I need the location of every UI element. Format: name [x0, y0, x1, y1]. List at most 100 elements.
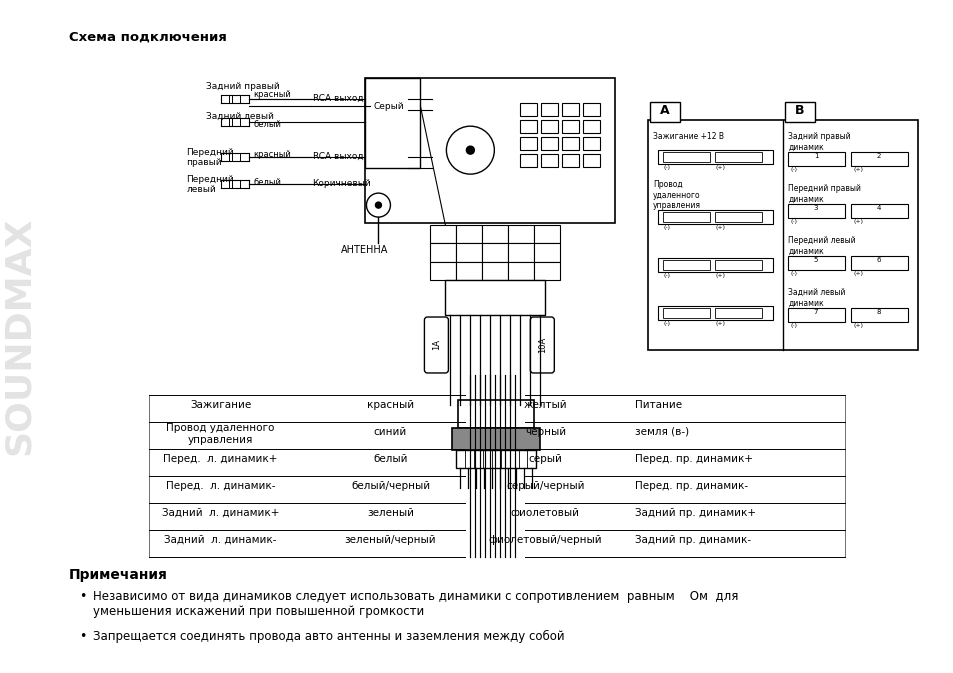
Text: B: B	[795, 104, 804, 117]
Text: зеленый/черный: зеленый/черный	[344, 535, 436, 545]
Text: SOUNDMAX: SOUNDMAX	[2, 217, 35, 455]
Bar	[482, 262, 508, 280]
Bar	[482, 244, 508, 262]
Text: Коричневый: Коричневый	[313, 179, 371, 188]
Bar	[715, 260, 761, 270]
Bar	[787, 204, 844, 218]
Text: фиолетовый: фиолетовый	[510, 508, 579, 518]
Bar	[540, 137, 558, 150]
Text: Перед.  л. динамик-: Перед. л. динамик-	[166, 481, 275, 491]
Text: красный: красный	[253, 90, 291, 99]
Bar	[850, 152, 907, 166]
Bar	[232, 180, 239, 188]
Text: RCA выход: RCA выход	[313, 94, 363, 103]
Text: A: A	[659, 104, 669, 117]
Bar	[658, 258, 772, 272]
Text: Задний пр. динамик+: Задний пр. динамик+	[635, 508, 756, 518]
Text: Перед. пр. динамик-: Перед. пр. динамик-	[635, 481, 747, 491]
Bar	[561, 137, 578, 150]
Text: (-): (-)	[789, 323, 797, 328]
Text: белый/черный: белый/черный	[351, 481, 430, 491]
Bar	[850, 256, 907, 270]
Bar	[534, 225, 559, 244]
Circle shape	[375, 202, 381, 208]
Bar	[715, 308, 761, 318]
Text: Задний правый
динамик: Задний правый динамик	[787, 132, 850, 151]
Text: земля (в-): земля (в-)	[635, 427, 689, 437]
Bar	[232, 95, 239, 103]
Text: Зажигание +12 В: Зажигание +12 В	[653, 132, 723, 141]
Bar	[229, 95, 236, 103]
Text: Задний пр. динамик-: Задний пр. динамик-	[635, 535, 751, 545]
Bar	[232, 153, 239, 161]
Text: управления: управления	[188, 435, 253, 445]
Bar	[430, 244, 456, 262]
Text: красный: красный	[367, 400, 414, 410]
Text: (-): (-)	[662, 225, 670, 230]
Bar	[715, 212, 761, 222]
Bar	[508, 244, 534, 262]
Bar	[482, 225, 508, 244]
Bar	[229, 153, 236, 161]
Text: Задний левый: Задний левый	[206, 112, 274, 121]
Text: правый: правый	[187, 158, 222, 167]
Text: Передний: Передний	[187, 148, 234, 157]
Bar	[662, 212, 709, 222]
Text: 1А: 1А	[432, 339, 440, 351]
Text: (+): (+)	[852, 271, 862, 276]
Text: (+): (+)	[715, 321, 724, 326]
Bar	[452, 428, 539, 450]
Bar	[787, 256, 844, 270]
Text: Задний правый: Задний правый	[206, 82, 279, 92]
Text: АНТЕННА: АНТЕННА	[340, 245, 388, 255]
Bar	[658, 210, 772, 224]
Bar	[540, 120, 558, 133]
Text: (+): (+)	[852, 323, 862, 328]
Text: Питание: Питание	[635, 400, 681, 410]
Bar	[456, 244, 482, 262]
Text: •: •	[78, 630, 86, 643]
Text: •: •	[78, 590, 86, 603]
Text: (+): (+)	[715, 225, 724, 230]
Text: 10А: 10А	[537, 337, 546, 353]
Text: Передний левый
динамик: Передний левый динамик	[787, 236, 855, 256]
Text: (-): (-)	[662, 321, 670, 326]
Text: белый: белый	[253, 178, 281, 187]
Bar	[456, 450, 536, 468]
Bar	[540, 103, 558, 116]
Text: черный: черный	[524, 427, 565, 437]
Text: Перед.  л. динамик+: Перед. л. динамик+	[163, 454, 277, 464]
Text: Независимо от вида динамиков следует использовать динамики с сопротивлением  рав: Независимо от вида динамиков следует исп…	[92, 590, 738, 618]
Bar	[850, 308, 907, 322]
Text: (-): (-)	[789, 271, 797, 276]
Text: синий: синий	[374, 427, 407, 437]
Text: 8: 8	[876, 309, 881, 315]
Bar	[662, 152, 709, 162]
Bar	[582, 154, 599, 167]
Text: 4: 4	[876, 205, 881, 211]
Bar	[519, 137, 537, 150]
Text: левый: левый	[187, 185, 216, 194]
Bar	[658, 150, 772, 164]
Text: фиолетовый/черный: фиолетовый/черный	[488, 535, 601, 545]
Text: желтый: желтый	[523, 400, 566, 410]
Bar	[508, 225, 534, 244]
Bar	[662, 308, 709, 318]
Text: Серый: Серый	[373, 102, 404, 111]
Bar	[365, 78, 615, 223]
Bar	[457, 400, 534, 428]
Bar	[561, 154, 578, 167]
Text: Задний  л. динамик+: Задний л. динамик+	[162, 508, 279, 518]
Bar	[582, 137, 599, 150]
Text: 2: 2	[876, 153, 881, 159]
Text: 1: 1	[813, 153, 818, 159]
Bar	[534, 262, 559, 280]
Text: (+): (+)	[852, 219, 862, 224]
Text: серый/черный: серый/черный	[505, 481, 584, 491]
Bar	[229, 180, 236, 188]
Bar	[658, 306, 772, 320]
Bar	[784, 102, 814, 122]
FancyBboxPatch shape	[530, 317, 554, 373]
Text: Задний  л. динамик-: Задний л. динамик-	[164, 535, 276, 545]
Text: зеленый: зеленый	[367, 508, 414, 518]
